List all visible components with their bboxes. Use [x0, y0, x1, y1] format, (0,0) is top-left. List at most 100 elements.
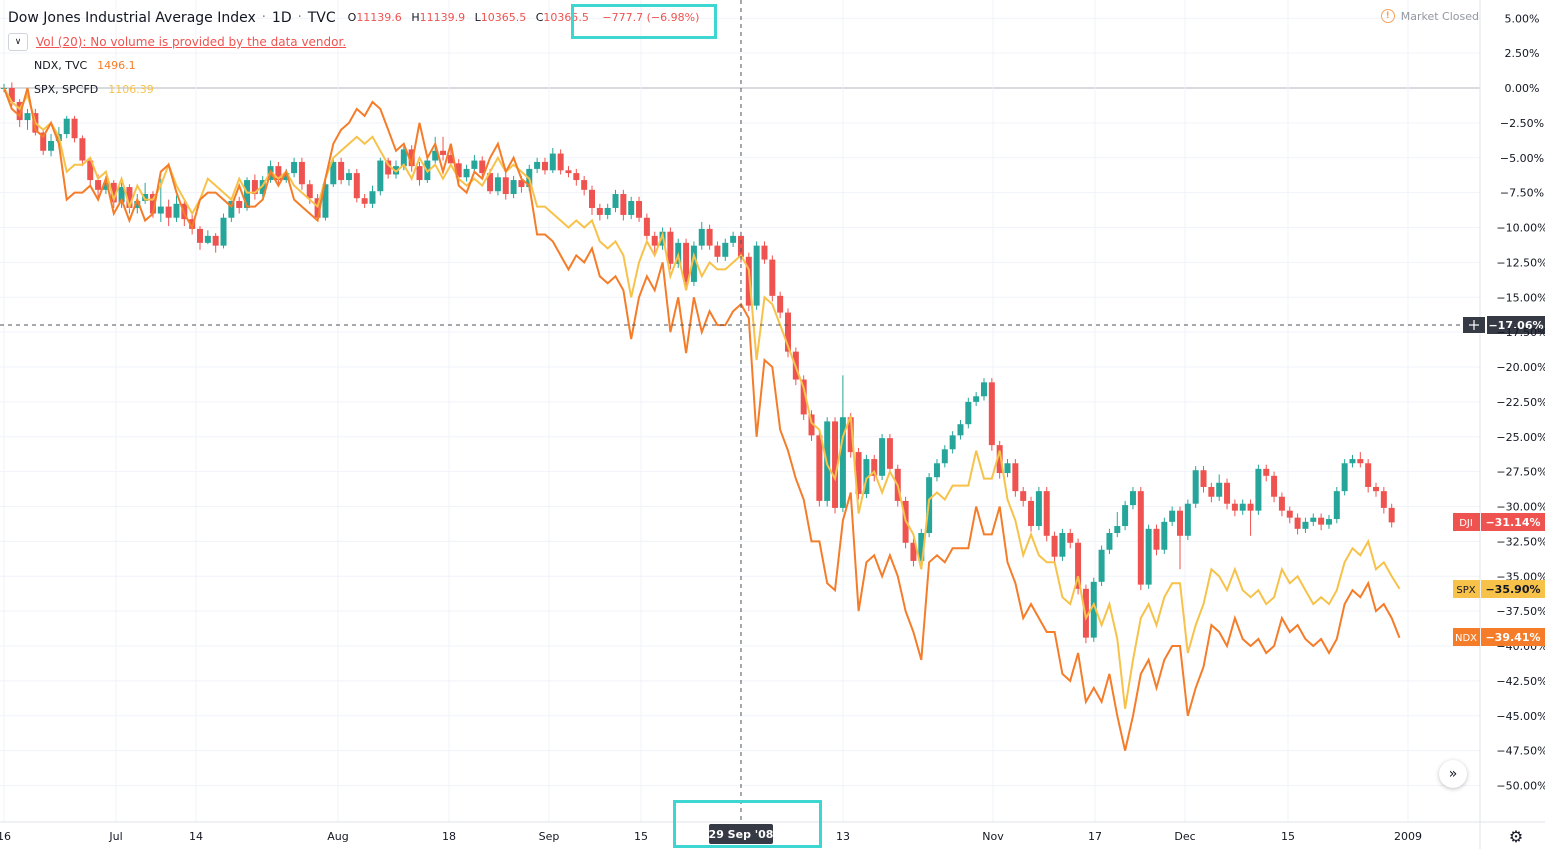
- candle-body: [228, 200, 235, 218]
- collapse-chevron-icon[interactable]: ∨: [8, 33, 28, 51]
- x-tick-label: 15: [1281, 830, 1295, 843]
- series-tag-label: NDX: [1455, 633, 1477, 644]
- candle-body: [981, 382, 987, 397]
- ndx-series-line: [3, 87, 1401, 751]
- candle-body: [1231, 503, 1238, 511]
- x-tick-label: Dec: [1174, 830, 1195, 843]
- candle-body: [487, 173, 494, 192]
- candle-body: [173, 203, 180, 218]
- market-status[interactable]: ! Market Closed: [1380, 9, 1479, 23]
- y-tick-label: −30.00%: [1496, 501, 1545, 514]
- candle-body: [1271, 475, 1278, 497]
- candle-body: [753, 245, 760, 306]
- candle-body: [589, 189, 595, 208]
- volume-note[interactable]: Vol (20): No volume is provided by the d…: [36, 35, 347, 49]
- candle-body: [847, 417, 854, 453]
- candle-body: [110, 182, 117, 203]
- candle-body: [1106, 533, 1113, 550]
- candle-body: [165, 206, 172, 218]
- candle-body: [361, 198, 368, 204]
- compare-symbol-name[interactable]: SPX, SPCFD: [34, 83, 99, 96]
- x-tick-label: 18: [442, 830, 456, 843]
- candle-body: [722, 242, 729, 257]
- interval-label[interactable]: 1D: [271, 10, 292, 26]
- candle-body: [275, 166, 282, 181]
- scroll-to-realtime-button[interactable]: »: [1439, 760, 1467, 788]
- candle-body: [197, 228, 203, 243]
- highlight-box-date: [673, 800, 822, 848]
- candle-body: [1200, 470, 1207, 487]
- candle-body: [636, 200, 643, 218]
- y-tick-label: −47.50%: [1496, 745, 1545, 758]
- compare-row-spx: SPX, SPCFD 1106.39: [8, 78, 699, 102]
- series-value-badge: [1481, 580, 1545, 598]
- series-tag-spx: [1453, 580, 1480, 598]
- y-tick-label: −42.50%: [1496, 675, 1545, 688]
- volume-row: ∨ Vol (20): No volume is provided by the…: [8, 30, 699, 54]
- candle-body: [620, 194, 627, 215]
- candle-body: [573, 173, 580, 181]
- candle-body: [1380, 491, 1387, 508]
- candle-body: [126, 187, 133, 208]
- y-tick-label: −7.50%: [1500, 187, 1544, 200]
- series-value-label: −31.14%: [1485, 516, 1540, 529]
- candle-body: [918, 533, 925, 561]
- candle-body: [369, 191, 376, 204]
- candle-body: [455, 163, 462, 178]
- candle-body: [1224, 482, 1231, 504]
- open-label: O: [347, 11, 357, 24]
- main-symbol-row: Dow Jones Industrial Average Index · 1D …: [8, 6, 699, 30]
- compare-symbol-name[interactable]: NDX, TVC: [34, 59, 88, 72]
- candle-body: [1020, 491, 1027, 501]
- candle-body: [1137, 491, 1144, 585]
- candle-body: [1035, 491, 1042, 527]
- candle-body: [957, 424, 964, 436]
- candle-body: [808, 414, 815, 436]
- candle-body: [557, 153, 564, 171]
- candle-body: [541, 161, 548, 171]
- candle-body: [385, 160, 392, 175]
- candle-body: [714, 245, 721, 257]
- series-value-label: −39.41%: [1485, 631, 1540, 644]
- candle-body: [745, 256, 752, 306]
- candle-body: [298, 161, 305, 185]
- candle-body: [549, 153, 556, 171]
- candle-body: [1388, 507, 1395, 523]
- candle-body: [447, 154, 454, 164]
- candle-body: [667, 231, 674, 264]
- x-tick-label: 15: [634, 830, 648, 843]
- y-tick-label: 5.00%: [1505, 12, 1540, 25]
- series-tag-label: SPX: [1456, 585, 1475, 596]
- series-value-label: −35.90%: [1485, 583, 1540, 596]
- low-label: L: [474, 11, 481, 24]
- candle-body: [1114, 526, 1121, 534]
- candle-body: [102, 182, 109, 190]
- ohlc-values: O11139.6 H11139.9 L10365.5 C10365.5 −777…: [348, 6, 700, 30]
- candle-body: [1208, 486, 1215, 497]
- candle-body: [941, 449, 948, 464]
- x-tick-label: 16: [0, 830, 11, 843]
- candle-body: [8, 88, 15, 102]
- candle-body: [95, 180, 102, 190]
- candle-body: [1239, 503, 1246, 511]
- candle-body: [1051, 535, 1058, 557]
- candle-body: [800, 379, 807, 415]
- candle-body: [1255, 468, 1262, 511]
- candle-body: [761, 245, 768, 260]
- candle-body: [690, 245, 697, 282]
- candle-body: [1177, 510, 1183, 536]
- high-label: H: [411, 11, 420, 24]
- symbol-title[interactable]: Dow Jones Industrial Average Index: [8, 10, 256, 26]
- candle-body: [244, 180, 251, 208]
- y-tick-label: −2.50%: [1500, 117, 1544, 130]
- candle-body: [1286, 510, 1293, 518]
- y-tick-label: 0.00%: [1505, 82, 1540, 95]
- x-tick-label: Jul: [108, 830, 122, 843]
- candle-body: [408, 149, 415, 167]
- gear-icon[interactable]: ⚙: [1508, 826, 1524, 846]
- compare-symbol-value: 1496.1: [97, 59, 136, 72]
- y-tick-label: −37.50%: [1496, 605, 1545, 618]
- exchange-label[interactable]: TVC: [307, 10, 336, 26]
